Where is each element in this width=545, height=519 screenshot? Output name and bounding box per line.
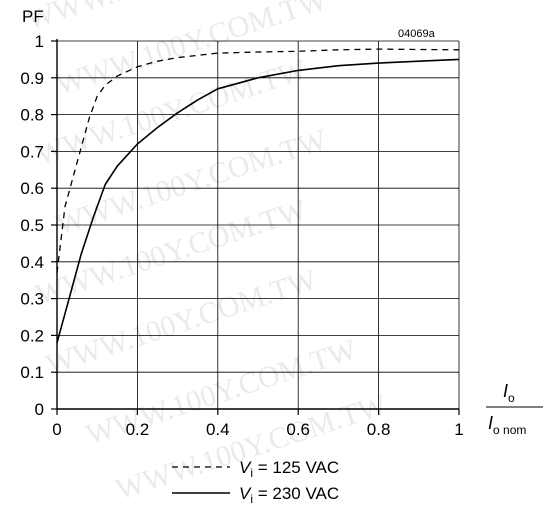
y-axis-title: PF	[22, 7, 44, 26]
y-tick-label: 1	[35, 32, 44, 51]
y-tick-label: 0.3	[20, 290, 44, 309]
y-tick-label: 0.5	[20, 216, 44, 235]
x-tick-label: 0	[52, 420, 61, 439]
x-tick-label: 0.2	[126, 420, 150, 439]
series-line-125vac	[56, 48, 460, 273]
y-tick-label: 0.1	[20, 363, 44, 382]
x-axis-title-numerator: Io	[503, 381, 515, 405]
y-tick-label: 0.7	[20, 142, 44, 161]
legend-item-125vac: Vi = 125 VAC	[172, 458, 339, 480]
series-line-230vac	[56, 58, 460, 344]
x-tick-label: 1	[454, 420, 463, 439]
y-tick-label: 0.4	[20, 253, 44, 272]
y-tick-label: 0	[35, 400, 44, 419]
legend: Vi = 125 VAC Vi = 230 VAC	[172, 458, 339, 506]
y-tick-label: 0.2	[20, 326, 44, 345]
tick-labels: 0 0.1 0.2 0.3 0.4 0.5 0.6 0.7 0.8 0.9 1 0 0.2 0.4 0.6 0…	[20, 32, 463, 439]
axes	[51, 39, 460, 415]
x-tick-label: 0.4	[206, 420, 230, 439]
legend-label-125vac: Vi = 125 VAC	[239, 458, 339, 480]
legend-label-230vac: Vi = 230 VAC	[239, 484, 339, 506]
y-tick-label: 0.6	[20, 179, 44, 198]
y-tick-label: 0.9	[20, 69, 44, 88]
x-axis-title: Io Io nom	[486, 381, 543, 437]
series-lines	[56, 48, 460, 344]
x-axis-title-denominator: Io nom	[488, 413, 526, 437]
y-tick-label: 0.8	[20, 106, 44, 125]
x-tick-label: 0.8	[367, 420, 391, 439]
x-tick-label: 0.6	[286, 420, 310, 439]
legend-item-230vac: Vi = 230 VAC	[172, 484, 339, 506]
figure-code: 04069a	[398, 28, 436, 40]
